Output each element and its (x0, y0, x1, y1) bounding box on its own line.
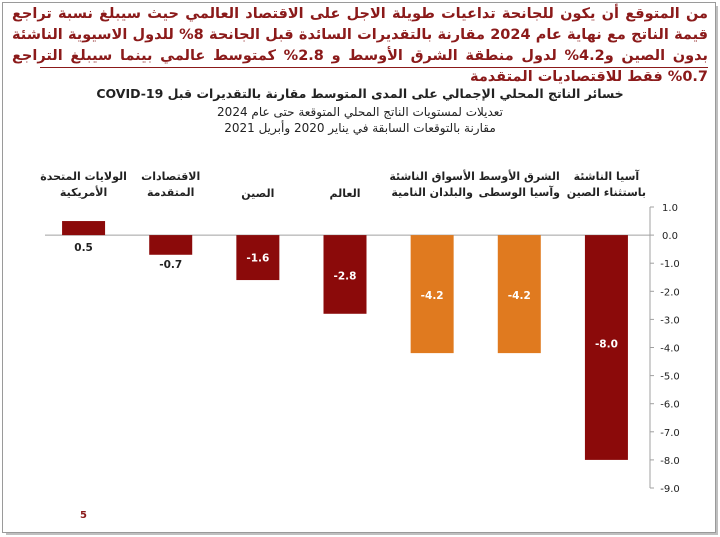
bar (410, 235, 454, 354)
frame-shadow (6, 6, 718, 535)
bar (323, 235, 367, 314)
y-tick-label: -8.0 (660, 456, 680, 467)
category-label: الاقتصادات (141, 170, 200, 183)
data-label: -4.2 (421, 290, 444, 302)
headline-rule (40, 67, 708, 68)
data-label: -4.2 (508, 290, 531, 302)
bar (62, 221, 106, 236)
y-tick-label: -9.0 (660, 484, 680, 495)
y-tick-label: -7.0 (660, 428, 680, 439)
y-tick-label: -1.0 (660, 259, 680, 270)
data-label: -2.8 (334, 270, 357, 282)
bar (584, 235, 628, 460)
category-label: وآسيا الوسطى (479, 185, 560, 199)
data-label: -0.7 (159, 259, 182, 271)
headline-text: من المتوقع أن يكون للجانحة تداعيات طويلة… (12, 6, 709, 85)
bar (497, 235, 541, 354)
category-label: آسيا الناشئة (574, 169, 640, 183)
chart-subtitle-2: مقارنة بالتوقعات السابقة في يناير 2020 و… (224, 121, 496, 135)
category-label: الشرق الأوسط (479, 169, 560, 183)
y-tick-label: -2.0 (660, 287, 680, 298)
category-label: باستثناء الصين (567, 186, 646, 199)
y-tick-label: -5.0 (660, 372, 680, 383)
y-tick-label: -6.0 (660, 400, 680, 411)
category-label: والبلدان النامية (391, 186, 473, 199)
category-label: الأسواق الناشئة (389, 169, 475, 183)
y-tick-label: -4.0 (660, 344, 680, 355)
bar (236, 235, 280, 281)
category-label: العالم (330, 187, 361, 200)
chart-title: خسائر الناتج المحلي الإجمالي على المدى ا… (96, 86, 624, 101)
data-label: -8.0 (595, 339, 618, 351)
y-tick-label: 1.0 (662, 203, 678, 214)
page-number: 5 (80, 510, 87, 521)
category-label: المتقدمة (147, 186, 195, 199)
y-tick-label: 0.0 (662, 231, 678, 242)
data-label: -1.6 (246, 253, 269, 265)
category-label: الصين (241, 187, 274, 200)
category-label: الولايات المتحدة (40, 170, 127, 183)
category-label: الأمريكية (60, 185, 107, 199)
data-label: 0.5 (74, 242, 93, 254)
y-tick-label: -3.0 (660, 315, 680, 326)
bar (149, 235, 193, 255)
chart-subtitle: تعديلات لمستويات الناتج المحلي المتوقعة … (217, 105, 503, 119)
